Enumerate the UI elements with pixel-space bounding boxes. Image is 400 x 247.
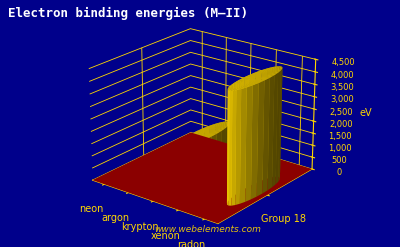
Text: Electron binding energies (M–II): Electron binding energies (M–II) — [8, 7, 248, 21]
Text: www.webelements.com: www.webelements.com — [154, 225, 262, 234]
